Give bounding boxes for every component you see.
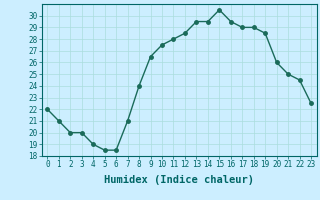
X-axis label: Humidex (Indice chaleur): Humidex (Indice chaleur)	[104, 175, 254, 185]
